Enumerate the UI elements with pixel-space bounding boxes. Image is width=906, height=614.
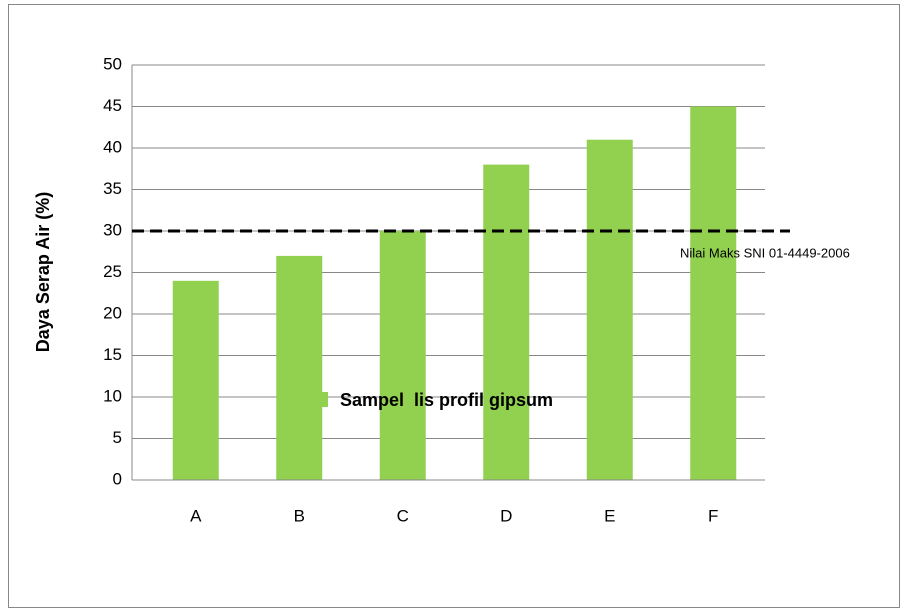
legend-label: Sampel lis profil gipsum — [340, 390, 553, 410]
legend-swatch — [313, 392, 328, 407]
y-tick-label: 5 — [113, 428, 122, 447]
x-tick-label: B — [294, 506, 305, 525]
reference-label: Nilai Maks SNI 01-4449-2006 — [680, 245, 850, 260]
bar — [172, 280, 219, 480]
y-tick-label: 15 — [103, 345, 122, 364]
x-tick-label: C — [397, 506, 409, 525]
y-axis-label: Daya Serap Air (%) — [33, 192, 53, 352]
x-tick-label: A — [190, 506, 202, 525]
bar — [586, 139, 633, 480]
y-tick-label: 50 — [103, 54, 122, 73]
y-tick-label: 30 — [103, 220, 122, 239]
bar — [276, 255, 323, 480]
bar — [483, 164, 530, 480]
bar — [379, 231, 426, 480]
y-tick-label: 35 — [103, 179, 122, 198]
y-tick-label: 40 — [103, 137, 122, 156]
x-tick-label: D — [500, 506, 512, 525]
y-tick-label: 10 — [103, 386, 122, 405]
y-tick-label: 25 — [103, 262, 122, 281]
y-tick-label: 45 — [103, 96, 122, 115]
chart-border — [8, 4, 900, 608]
y-tick-label: 0 — [113, 469, 122, 488]
y-tick-label: 20 — [103, 303, 122, 322]
x-tick-label: E — [604, 506, 615, 525]
x-tick-label: F — [708, 506, 718, 525]
bar — [690, 106, 737, 480]
